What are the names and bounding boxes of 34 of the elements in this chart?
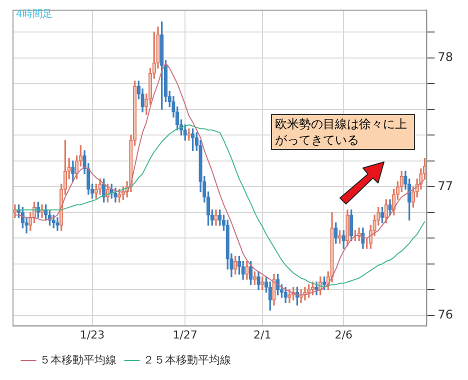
candlestick (284, 286, 288, 303)
candlestick (56, 217, 60, 231)
annotation: 欧米勢の目線は徐々に上がってきている (271, 114, 415, 150)
candlestick (252, 271, 256, 285)
candlestick (334, 222, 338, 244)
annotation: 4時間足 (16, 8, 52, 21)
y-tick-label: 78 (438, 50, 454, 64)
candlestick (384, 199, 388, 224)
candlestick (248, 261, 253, 285)
y-tick-label: 77 (438, 178, 454, 193)
candlestick (322, 276, 326, 290)
x-tick-label: 2/6 (334, 328, 352, 342)
candlestick (98, 178, 102, 195)
candlestick (187, 128, 191, 141)
candlestick (118, 188, 122, 202)
candlestick (272, 274, 276, 306)
x-tick-label: 1/27 (172, 328, 198, 342)
candlestick (361, 228, 365, 249)
candlestick (380, 206, 384, 224)
candlestick (260, 276, 264, 290)
candlestick (388, 199, 392, 216)
candlestick (234, 256, 238, 275)
candlestick (288, 289, 292, 303)
candlestick (346, 210, 350, 246)
x-tick-label: 2/1 (254, 328, 272, 342)
x-tick-label: 1/23 (80, 328, 105, 342)
legend-label: ２５本移動平均線 (143, 353, 231, 366)
legend-label: ５本移動平均線 (40, 353, 116, 366)
candlestick (214, 210, 218, 226)
candlestick (114, 188, 118, 202)
y-tick-label: 76 (438, 308, 454, 322)
candlestick (245, 261, 249, 280)
candlestick (13, 204, 17, 218)
candlestick (350, 210, 354, 242)
